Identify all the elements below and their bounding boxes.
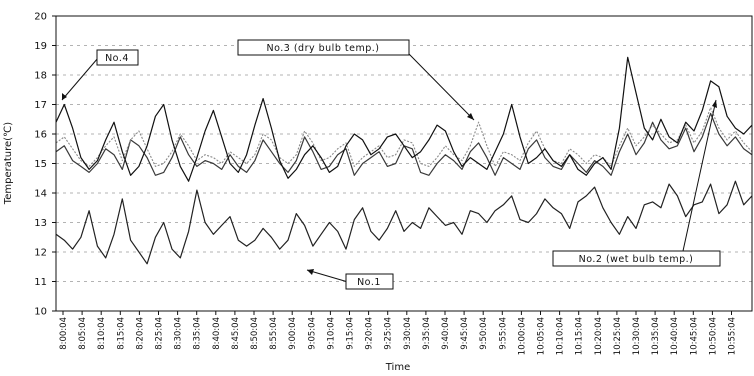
annotation-label: No.3 (dry bulb temp.) (267, 43, 380, 54)
annotation-label: No.2 (wet bulb temp.) (579, 254, 694, 265)
annotation-no1: No.1 (306, 269, 394, 290)
x-tick-label: 8:50:04 (250, 317, 260, 350)
arrow-head (62, 93, 67, 100)
x-tick-label: 8:25:04 (155, 317, 165, 350)
annotation-label: No.1 (357, 277, 381, 288)
arrow-head (467, 113, 474, 120)
x-tick-label: 10:40:04 (670, 317, 680, 355)
series-line-4 (55, 56, 753, 182)
x-tick-label: 8:40:04 (212, 317, 222, 350)
y-axis-title: Temperature(℃) (3, 122, 14, 205)
x-tick-label: 8:00:04 (59, 317, 69, 350)
series-line-3 (55, 106, 753, 167)
annotation-no4: No.4 (61, 49, 139, 101)
x-axis-ticks: 8:00:04 8:05:04 8:10:04 8:15:04 8:20:04 8:25:… (59, 311, 738, 355)
x-tick-label: 10:15:04 (575, 317, 585, 355)
y-axis-ticks: 10 11 12 13 14 15 16 17 18 19 20 (34, 12, 56, 318)
x-tick-label: 8:15:04 (116, 317, 126, 350)
x-tick-label: 9:35:04 (422, 317, 432, 350)
y-tick-label: 14 (34, 189, 47, 200)
y-tick-label: 20 (34, 12, 47, 23)
x-tick-label: 9:55:04 (498, 317, 508, 350)
x-tick-label: 10:30:04 (632, 317, 642, 355)
gridlines (56, 45, 752, 282)
annotation-no3: No.3 (dry bulb temp.) (237, 39, 475, 121)
x-tick-label: 10:25:04 (613, 317, 623, 355)
x-tick-label: 9:10:04 (326, 317, 336, 350)
x-tick-label: 9:15:04 (346, 317, 356, 350)
y-tick-label: 19 (34, 41, 47, 52)
arrow-head (712, 100, 717, 108)
x-tick-label: 10:10:04 (556, 317, 566, 355)
arrow-head (307, 269, 314, 275)
y-tick-label: 15 (34, 159, 47, 170)
series-lines (55, 56, 753, 265)
annotation-box (96, 49, 139, 66)
y-tick-label: 16 (34, 130, 47, 141)
x-tick-label: 8:05:04 (78, 317, 88, 350)
series-line-2 (55, 112, 753, 176)
x-tick-label: 9:40:04 (441, 317, 451, 350)
x-tick-label: 8:45:04 (231, 317, 241, 350)
y-tick-label: 13 (34, 218, 47, 229)
x-tick-label: 9:25:04 (384, 317, 394, 350)
annotation-box (237, 39, 410, 56)
series-line-1 (55, 180, 753, 265)
x-tick-label: 10:20:04 (594, 317, 604, 355)
x-tick-label: 9:30:04 (403, 317, 413, 350)
annotation-arrow (306, 269, 349, 283)
y-tick-label: 18 (34, 71, 47, 82)
y-tick-label: 11 (34, 277, 47, 288)
x-tick-label: 10:50:04 (708, 317, 718, 355)
x-tick-label: 10:45:04 (689, 317, 699, 355)
x-tick-label: 10:00:04 (517, 317, 527, 355)
annotation-box (345, 273, 394, 290)
annotation-no2: No.2 (wet bulb temp.) (552, 99, 721, 267)
annotation-label: No.4 (105, 53, 129, 64)
x-tick-label: 9:00:04 (288, 317, 298, 350)
y-tick-label: 12 (34, 248, 47, 259)
x-tick-label: 8:35:04 (193, 317, 203, 350)
x-axis-title: Time (385, 362, 410, 373)
x-tick-label: 9:45:04 (460, 317, 470, 350)
annotation-box (552, 250, 721, 267)
x-tick-label: 8:10:04 (97, 317, 107, 350)
x-tick-label: 10:05:04 (537, 317, 547, 355)
plot-frame (55, 15, 753, 312)
x-tick-label: 8:55:04 (269, 317, 279, 350)
x-tick-label: 8:30:04 (174, 317, 184, 350)
annotation-arrow (682, 99, 717, 252)
x-tick-label: 8:20:04 (135, 317, 145, 350)
annotation-arrow (61, 57, 99, 101)
y-tick-label: 10 (34, 307, 47, 318)
x-tick-label: 9:05:04 (307, 317, 317, 350)
x-tick-label: 10:35:04 (651, 317, 661, 355)
annotation-arrow (408, 53, 475, 121)
x-tick-label: 9:20:04 (365, 317, 375, 350)
y-tick-label: 17 (34, 100, 47, 111)
x-tick-label: 10:55:04 (728, 317, 738, 355)
x-tick-label: 9:50:04 (479, 317, 489, 350)
